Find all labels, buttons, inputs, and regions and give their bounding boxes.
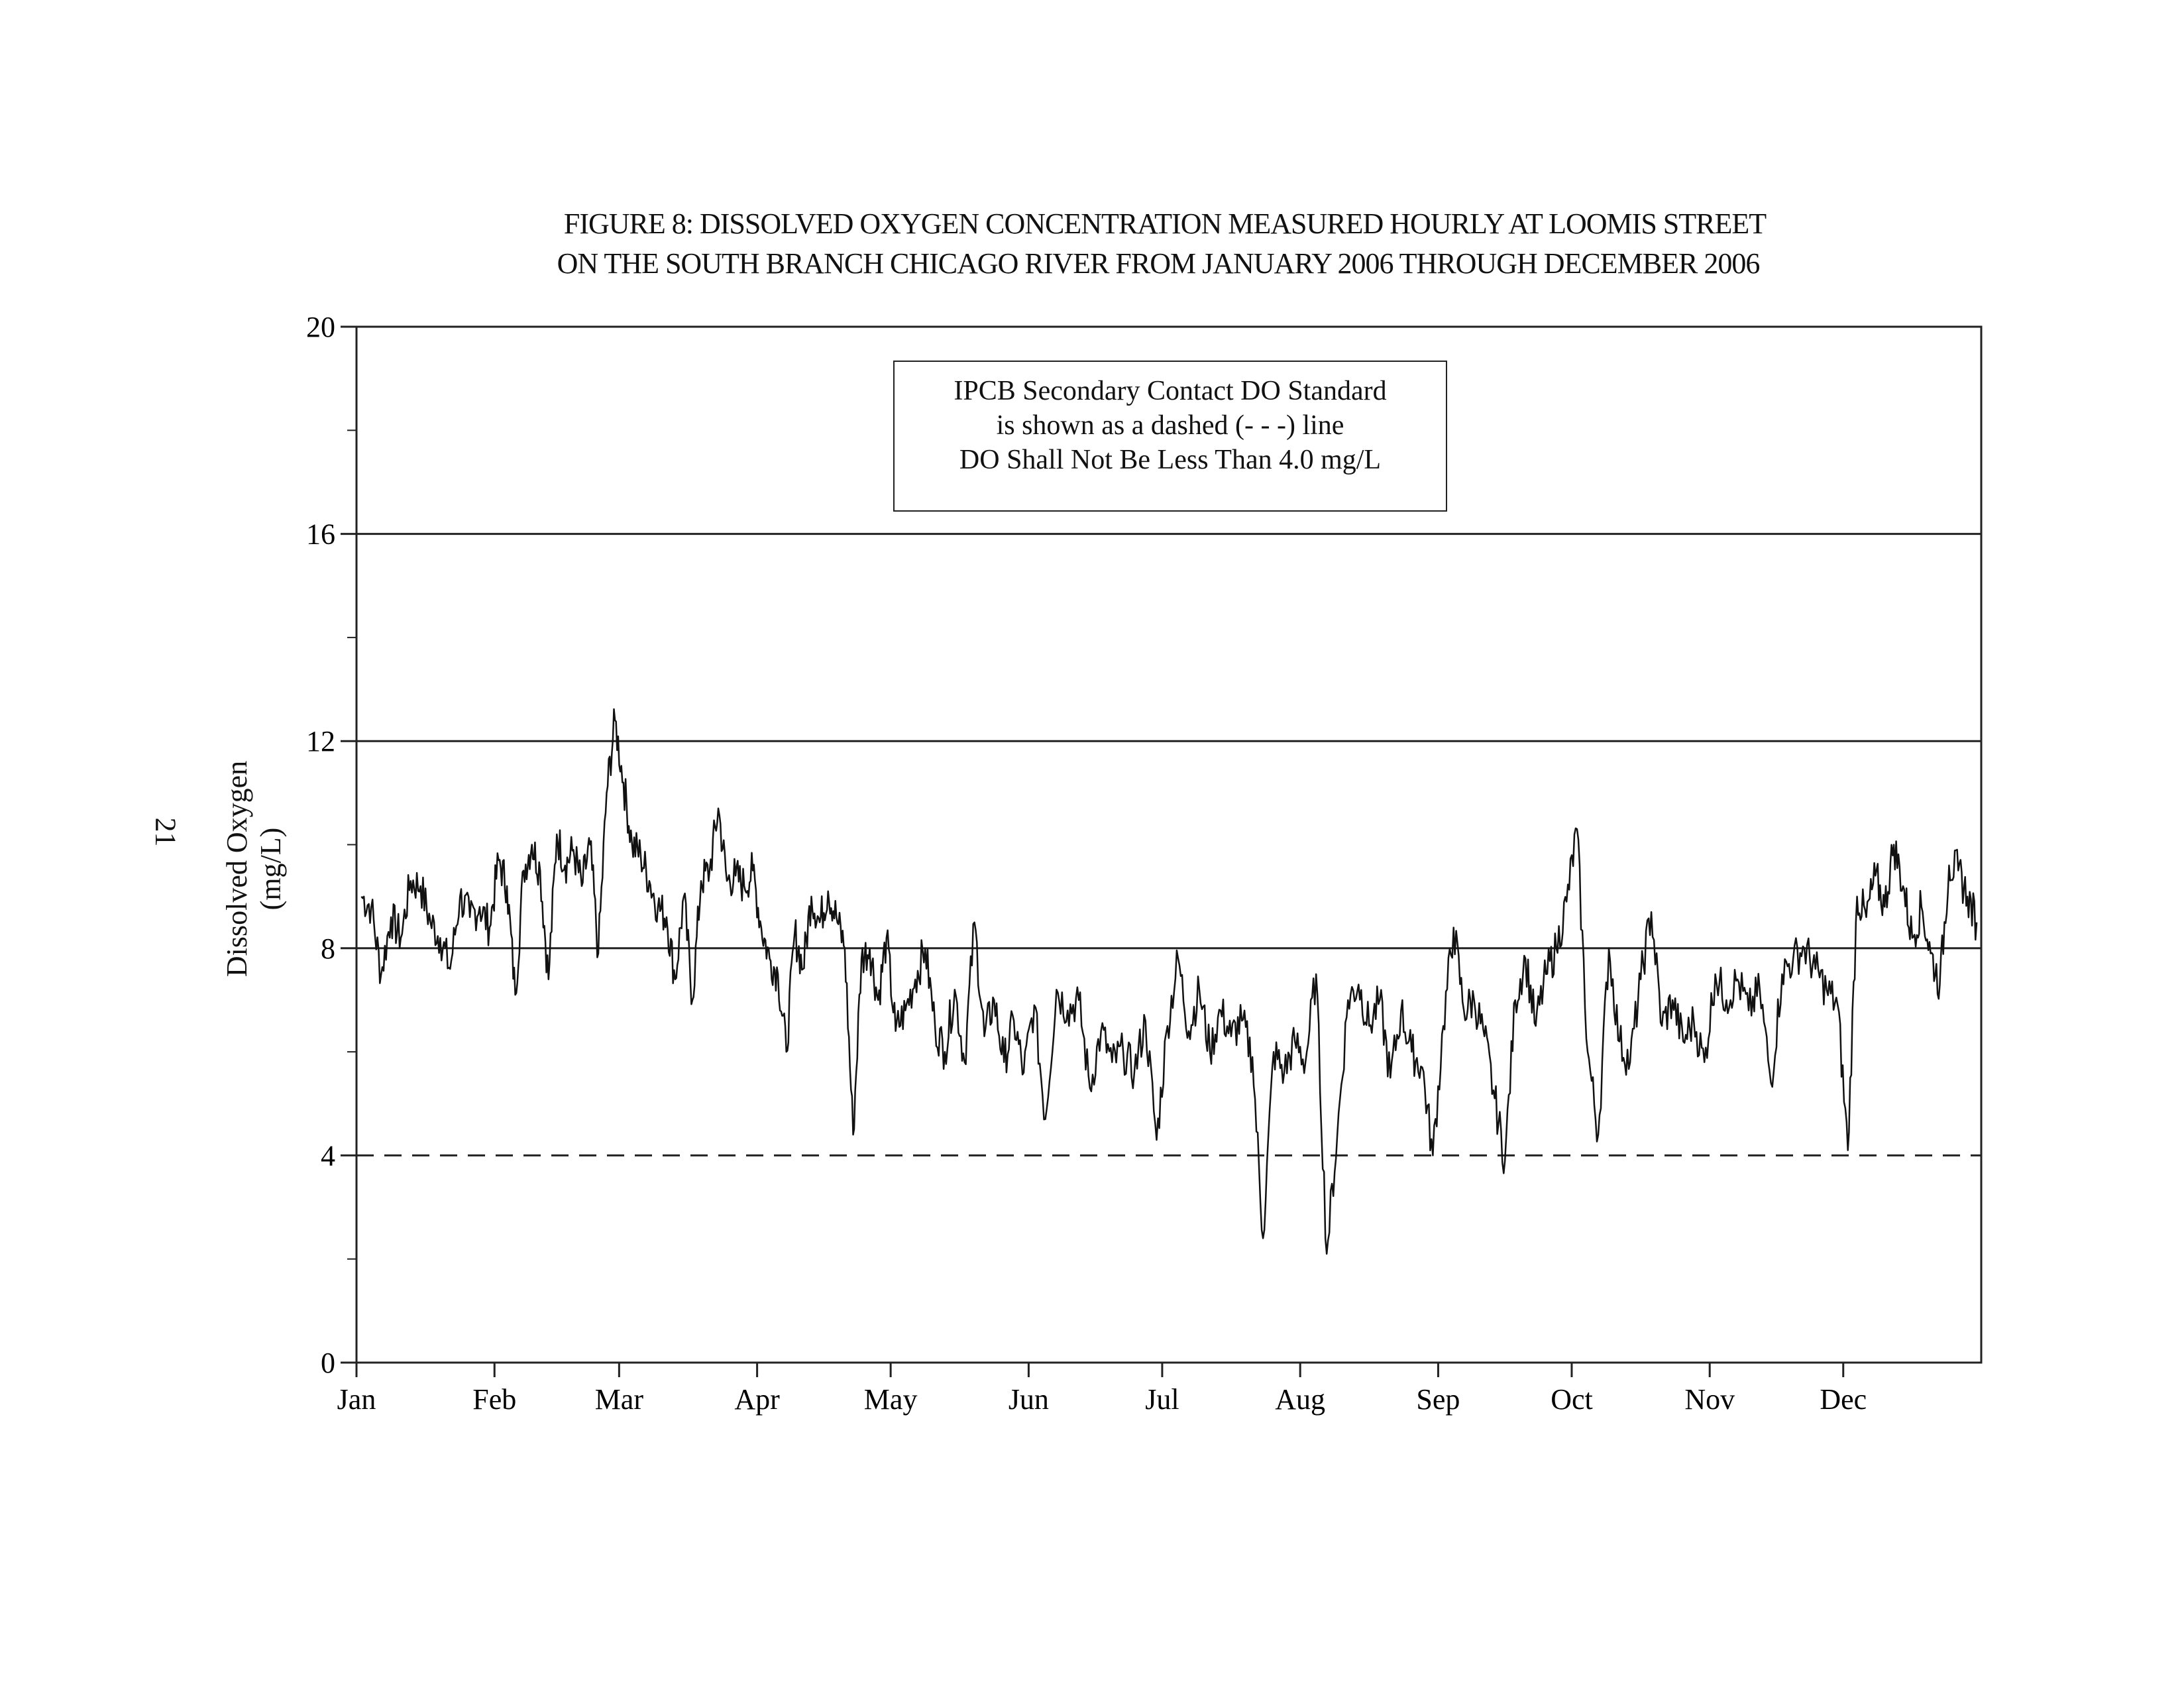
y-tick-label: 12	[306, 725, 335, 758]
x-tick-label: Sep	[1416, 1383, 1460, 1416]
x-tick-label: Feb	[472, 1383, 516, 1416]
note-line-3: DO Shall Not Be Less Than 4.0 mg/L	[959, 445, 1382, 475]
do-series-line	[360, 708, 1978, 1255]
note-line-1: IPCB Secondary Contact DO Standard	[954, 376, 1387, 406]
x-tick-label: Dec	[1820, 1383, 1867, 1416]
x-tick-label: Mar	[595, 1383, 644, 1416]
x-tick-label: Oct	[1551, 1383, 1593, 1416]
x-tick-label: Nov	[1684, 1383, 1735, 1416]
standard-note-box: IPCB Secondary Contact DO Standard is sh…	[893, 361, 1447, 512]
chart-title: FIGURE 8: DISSOLVED OXYGEN CONCENTRATION…	[563, 207, 1767, 240]
y-tick-label: 20	[306, 311, 335, 343]
x-tick-label: Jan	[337, 1383, 376, 1416]
x-tick-label: Aug	[1275, 1383, 1325, 1416]
y-tick-label: 8	[321, 932, 335, 965]
x-tick-label: Jul	[1145, 1383, 1179, 1416]
y-tick-label: 4	[321, 1139, 335, 1172]
x-tick-label: Jun	[1009, 1383, 1049, 1416]
y-tick-label: 0	[321, 1347, 335, 1379]
x-tick-label: May	[864, 1383, 918, 1416]
chart-subtitle: ON THE SOUTH BRANCH CHICAGO RIVER FROM J…	[557, 247, 1761, 280]
y-tick-label: 16	[306, 518, 335, 551]
x-tick-label: Apr	[734, 1383, 780, 1416]
note-line-2: is shown as a dashed (- - -) line	[996, 410, 1344, 441]
